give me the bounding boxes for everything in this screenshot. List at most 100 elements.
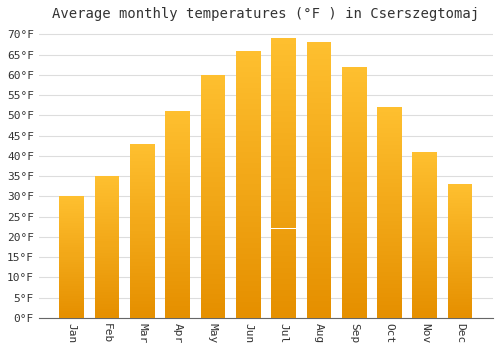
Bar (306, 235, 331, 241)
Bar (60, 238, 84, 240)
Bar (60, 270, 84, 272)
Bar (377, 309, 402, 314)
Bar (412, 288, 437, 291)
Bar (306, 307, 331, 313)
Bar (166, 182, 190, 186)
Bar (166, 276, 190, 281)
Bar (271, 178, 296, 184)
Bar (236, 104, 260, 110)
Bar (236, 158, 260, 163)
Bar (271, 72, 296, 78)
Bar (306, 98, 331, 103)
Bar (60, 196, 84, 199)
Bar (377, 238, 402, 242)
Bar (412, 291, 437, 295)
Bar (236, 216, 260, 222)
Bar (60, 274, 84, 276)
Bar (377, 166, 402, 170)
Bar (412, 205, 437, 208)
Bar (200, 148, 226, 153)
Bar (130, 178, 155, 182)
Bar (271, 50, 296, 55)
Bar (306, 108, 331, 114)
Bar (306, 54, 331, 59)
Bar (130, 164, 155, 168)
Bar (342, 313, 366, 318)
Title: Average monthly temperatures (°F ) in Cserszegtomaj: Average monthly temperatures (°F ) in Cs… (52, 7, 480, 21)
Bar (412, 232, 437, 235)
Bar (377, 149, 402, 154)
Bar (130, 297, 155, 301)
Bar (306, 191, 331, 197)
Bar (377, 187, 402, 191)
Bar (60, 306, 84, 308)
Bar (236, 222, 260, 227)
Bar (271, 122, 296, 128)
Bar (448, 195, 472, 198)
Bar (236, 72, 260, 77)
Bar (412, 168, 437, 172)
Bar (130, 266, 155, 269)
Bar (271, 273, 296, 279)
Bar (377, 204, 402, 208)
Bar (166, 235, 190, 239)
Bar (236, 259, 260, 265)
Bar (166, 268, 190, 273)
Bar (342, 137, 366, 142)
Bar (342, 172, 366, 177)
Bar (166, 128, 190, 132)
Bar (236, 238, 260, 243)
Bar (94, 222, 120, 224)
Bar (130, 273, 155, 276)
Bar (236, 296, 260, 302)
Bar (377, 141, 402, 145)
Bar (130, 203, 155, 206)
Bar (130, 308, 155, 311)
Bar (200, 80, 226, 85)
Bar (130, 269, 155, 273)
Bar (342, 152, 366, 157)
Bar (412, 241, 437, 245)
Bar (130, 311, 155, 314)
Bar (448, 291, 472, 294)
Bar (94, 261, 120, 264)
Bar (342, 112, 366, 117)
Bar (271, 201, 296, 206)
Bar (130, 196, 155, 200)
Bar (342, 92, 366, 97)
Bar (200, 240, 226, 245)
Bar (200, 308, 226, 313)
Bar (342, 258, 366, 263)
Bar (377, 301, 402, 305)
Bar (130, 290, 155, 294)
Bar (166, 169, 190, 173)
Bar (448, 296, 472, 299)
Bar (200, 128, 226, 133)
Bar (412, 301, 437, 304)
Bar (94, 309, 120, 312)
Bar (306, 164, 331, 169)
Bar (342, 107, 366, 112)
Bar (377, 212, 402, 217)
Bar (94, 219, 120, 222)
Bar (306, 268, 331, 274)
Bar (236, 168, 260, 174)
Bar (166, 157, 190, 161)
Bar (236, 254, 260, 259)
Bar (448, 198, 472, 200)
Bar (236, 110, 260, 115)
Bar (377, 107, 402, 112)
Bar (342, 253, 366, 258)
Bar (94, 190, 120, 193)
Bar (342, 102, 366, 107)
Bar (377, 255, 402, 259)
Bar (130, 161, 155, 164)
Bar (412, 222, 437, 225)
Bar (130, 220, 155, 224)
Bar (271, 94, 296, 100)
Bar (271, 44, 296, 50)
Bar (60, 276, 84, 279)
Bar (60, 299, 84, 301)
Bar (448, 286, 472, 288)
Bar (130, 189, 155, 192)
